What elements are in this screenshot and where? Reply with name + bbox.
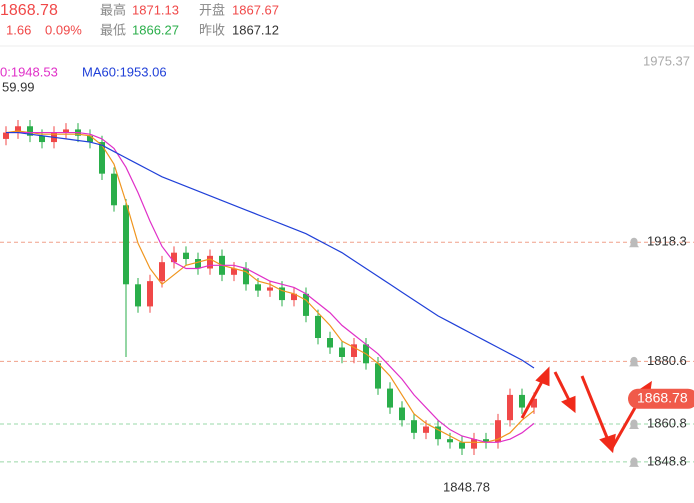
bell-icon <box>629 356 639 367</box>
candle-body <box>267 287 273 291</box>
candle-body <box>507 394 513 421</box>
candle-body <box>27 126 33 136</box>
price: 1868.78 <box>0 2 58 19</box>
candle-body <box>399 407 405 421</box>
candle-body <box>471 439 477 449</box>
candle-body <box>243 268 249 285</box>
annotation-arrows <box>520 366 652 454</box>
candle-body <box>111 173 117 206</box>
candle-body <box>435 426 441 440</box>
bell-icon <box>629 457 639 467</box>
ma-label: MA60:1953.06 <box>82 64 167 79</box>
candle-body <box>423 426 429 433</box>
candle-body <box>15 126 21 133</box>
candle-body <box>147 281 153 307</box>
candle-body <box>123 205 129 285</box>
y-tick-label: 1860.8 <box>647 415 687 430</box>
candle-body <box>531 398 537 408</box>
change-pct: 0.09% <box>45 22 82 37</box>
candle-body <box>339 347 345 357</box>
arrowhead <box>561 395 576 414</box>
candle-body <box>159 262 165 282</box>
candle-body <box>375 363 381 389</box>
candle-body <box>255 284 261 291</box>
label: 开盘 <box>199 2 225 17</box>
candle-body <box>483 439 489 443</box>
candle-body <box>171 252 177 263</box>
candle-body <box>327 338 333 348</box>
y-tick-label: 1975.37 <box>643 53 690 68</box>
candle-body <box>495 420 501 443</box>
value: 1867.12 <box>232 22 279 37</box>
candle-body <box>135 284 141 307</box>
ma-label: 59.99 <box>2 79 35 94</box>
arrow <box>520 377 546 419</box>
price-badge <box>628 388 694 409</box>
value: 1871.13 <box>132 2 179 17</box>
price-badge-label: 1868.78 <box>637 389 688 405</box>
candle-body <box>291 293 297 301</box>
candle-body <box>519 394 525 408</box>
bell-icon <box>629 237 639 248</box>
arrowhead <box>535 366 550 387</box>
plot-area <box>0 119 694 463</box>
candle-body <box>303 293 309 316</box>
y-tick-label: 1848.8 <box>647 453 687 468</box>
candle-body <box>99 142 105 174</box>
y-tick-label: 1918.3 <box>647 234 687 249</box>
candle-body <box>459 442 465 449</box>
candle-body <box>447 439 453 443</box>
ma-line <box>6 131 535 369</box>
label: 昨收 <box>199 22 225 37</box>
ma-line <box>5 130 535 443</box>
ma-label: 0:1948.53 <box>0 64 58 79</box>
candle-body <box>387 388 393 408</box>
change: 1.66 <box>6 22 31 37</box>
y-tick-label: 1880.6 <box>647 353 687 368</box>
label: 最高 <box>100 2 126 17</box>
header-bg <box>0 0 694 44</box>
value: 1866.27 <box>132 22 179 37</box>
arrowhead <box>599 433 616 454</box>
candle-body <box>315 315 321 339</box>
candle-body <box>279 287 285 301</box>
candle-body <box>39 135 45 143</box>
candle-body <box>63 129 69 133</box>
candle-body <box>183 252 189 260</box>
candle-body <box>87 135 93 143</box>
label: 最低 <box>100 22 126 37</box>
low-marker: 1848.78 <box>443 479 490 494</box>
bell-icon <box>629 419 639 429</box>
candle-body <box>207 255 213 269</box>
arrow <box>580 375 610 441</box>
candle-body <box>231 268 237 275</box>
candle-body <box>195 259 201 269</box>
candle-body <box>3 132 9 139</box>
candle-body <box>411 420 417 433</box>
value: 1867.67 <box>232 2 279 17</box>
ma-line <box>6 131 535 443</box>
arrow <box>553 371 572 403</box>
candle-body <box>351 344 357 357</box>
